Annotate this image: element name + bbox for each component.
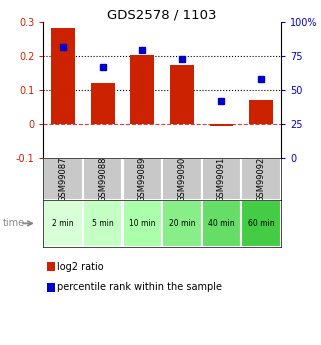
Text: time: time bbox=[3, 218, 25, 228]
Bar bbox=[123, 200, 162, 247]
Text: GSM99090: GSM99090 bbox=[178, 156, 187, 201]
Title: GDS2578 / 1103: GDS2578 / 1103 bbox=[107, 8, 217, 21]
Text: GSM99091: GSM99091 bbox=[217, 156, 226, 201]
Bar bbox=[241, 158, 281, 200]
Text: 5 min: 5 min bbox=[92, 219, 114, 228]
Text: GSM99087: GSM99087 bbox=[59, 156, 68, 202]
Text: log2 ratio: log2 ratio bbox=[57, 262, 103, 272]
Bar bbox=[43, 200, 83, 247]
Bar bbox=[91, 83, 115, 124]
Bar bbox=[130, 55, 154, 124]
Bar bbox=[249, 100, 273, 124]
Text: 20 min: 20 min bbox=[169, 219, 195, 228]
Bar bbox=[202, 200, 241, 247]
Bar bbox=[170, 65, 194, 124]
Bar bbox=[51, 28, 75, 124]
Bar bbox=[162, 200, 202, 247]
Text: 10 min: 10 min bbox=[129, 219, 156, 228]
Text: 2 min: 2 min bbox=[52, 219, 74, 228]
Bar bbox=[202, 158, 241, 200]
Text: GSM99089: GSM99089 bbox=[138, 156, 147, 202]
Bar bbox=[83, 158, 122, 200]
Text: 40 min: 40 min bbox=[208, 219, 235, 228]
Bar bbox=[123, 158, 162, 200]
Bar bbox=[43, 158, 83, 200]
Bar bbox=[83, 200, 122, 247]
Text: percentile rank within the sample: percentile rank within the sample bbox=[57, 283, 222, 292]
Text: GSM99088: GSM99088 bbox=[98, 156, 107, 202]
Bar bbox=[241, 200, 281, 247]
Bar bbox=[162, 158, 202, 200]
Bar bbox=[210, 124, 233, 126]
Text: GSM99092: GSM99092 bbox=[256, 156, 265, 201]
Text: 60 min: 60 min bbox=[248, 219, 274, 228]
